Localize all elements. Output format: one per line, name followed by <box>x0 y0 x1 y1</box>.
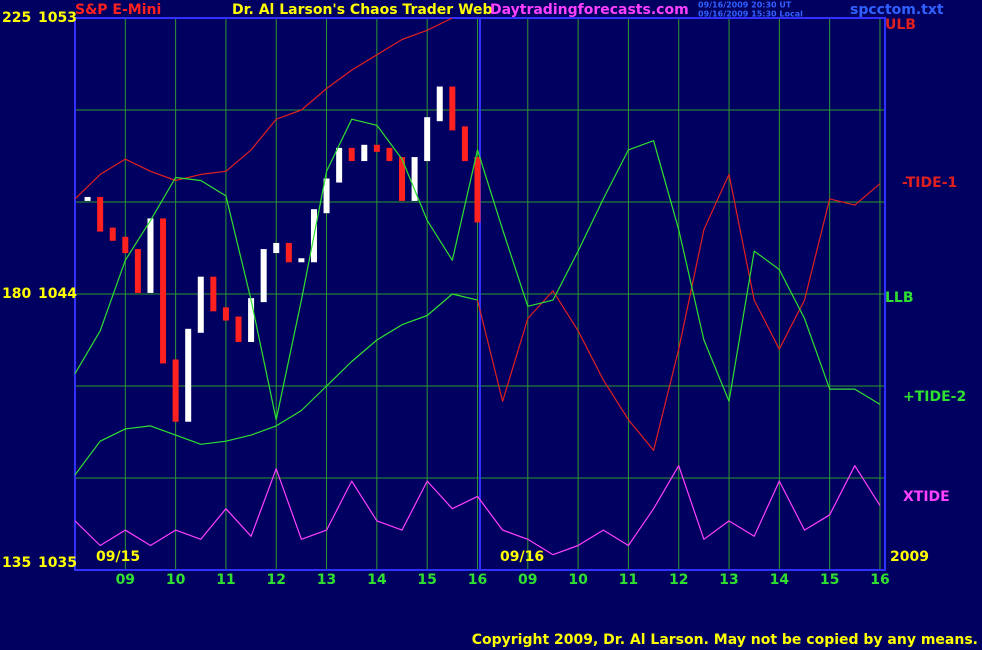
price-bar <box>235 316 242 342</box>
price-bar <box>273 242 280 254</box>
price-bar <box>285 242 292 263</box>
x-tick-label: 13 <box>719 572 738 588</box>
x-tick-label: 09 <box>116 572 135 588</box>
y-tick-label: 1035 <box>38 555 77 571</box>
grid <box>75 17 885 571</box>
y2-tick-label: 180 <box>2 286 31 302</box>
instrument: S&P E-Mini <box>75 2 161 18</box>
series-label: ULB <box>885 17 916 33</box>
price-bar <box>298 258 305 263</box>
price-bar <box>210 276 217 312</box>
price-bar <box>122 236 129 254</box>
price-bar <box>160 218 167 364</box>
price-bar <box>336 147 343 183</box>
marks <box>74 17 881 556</box>
price-bar <box>172 359 179 422</box>
series-label: XTIDE <box>903 489 950 505</box>
x-tick-label: 12 <box>267 572 286 588</box>
series-line <box>74 293 478 476</box>
x-tick-label: 11 <box>619 572 638 588</box>
y-tick-label: 1044 <box>38 286 77 302</box>
timestamp: 09/16/2009 20:30 UT <box>698 1 792 10</box>
y-tick-label: 1053 <box>38 10 77 26</box>
price-bar <box>147 218 154 293</box>
series-line <box>74 17 453 200</box>
series-line <box>74 465 881 556</box>
price-bar <box>461 126 468 162</box>
price-bar <box>373 144 380 152</box>
series-label: -TIDE-1 <box>902 175 957 191</box>
copyright: Copyright 2009, Dr. Al Larson. May not b… <box>472 632 978 648</box>
chart-title: Dr. Al Larson's Chaos Trader Web <box>232 2 493 18</box>
x-tick-label: 10 <box>568 572 588 588</box>
series-label: LLB <box>885 290 914 306</box>
date-label: 09/15 <box>96 549 140 565</box>
x-tick-label: 14 <box>770 572 790 588</box>
series-line <box>74 118 881 421</box>
price-bar <box>84 196 91 201</box>
x-tick-label: 09 <box>518 572 537 588</box>
price-bar <box>197 276 204 333</box>
x-tick-label: 15 <box>417 572 436 588</box>
series-label: +TIDE-2 <box>903 389 966 405</box>
x-tick-label: 15 <box>820 572 839 588</box>
price-bar <box>222 307 229 321</box>
price-bar <box>386 147 393 162</box>
price-bar <box>185 328 192 422</box>
y2-tick-label: 225 <box>2 10 31 26</box>
price-bar <box>97 196 104 232</box>
price-bar <box>361 144 368 162</box>
timestamp: 09/16/2009 15:30 Local <box>698 10 803 19</box>
price-bar <box>474 157 481 223</box>
price-bar <box>411 157 418 201</box>
series-line <box>476 173 881 451</box>
file-name: spcctom.txt <box>850 2 944 18</box>
date-label: 09/16 <box>500 549 544 565</box>
price-bar <box>134 249 141 293</box>
price-bar <box>436 86 443 122</box>
x-tick-label: 11 <box>216 572 235 588</box>
price-bar <box>424 117 431 162</box>
x-tick-label: 10 <box>166 572 186 588</box>
price-bar <box>248 298 255 342</box>
price-bar <box>348 147 355 162</box>
x-tick-label: 13 <box>317 572 336 588</box>
price-bar <box>260 249 267 303</box>
x-tick-label: 12 <box>669 572 688 588</box>
price-bar <box>449 86 456 131</box>
price-bar <box>323 178 330 214</box>
source: Daytradingforecasts.com <box>490 2 689 18</box>
x-tick-label: 16 <box>468 572 487 588</box>
price-bar <box>109 227 116 241</box>
year-label: 2009 <box>890 549 929 565</box>
x-tick-label: 16 <box>870 572 889 588</box>
price-bar <box>399 157 406 201</box>
x-tick-label: 14 <box>367 572 387 588</box>
y2-tick-label: 135 <box>2 555 31 571</box>
